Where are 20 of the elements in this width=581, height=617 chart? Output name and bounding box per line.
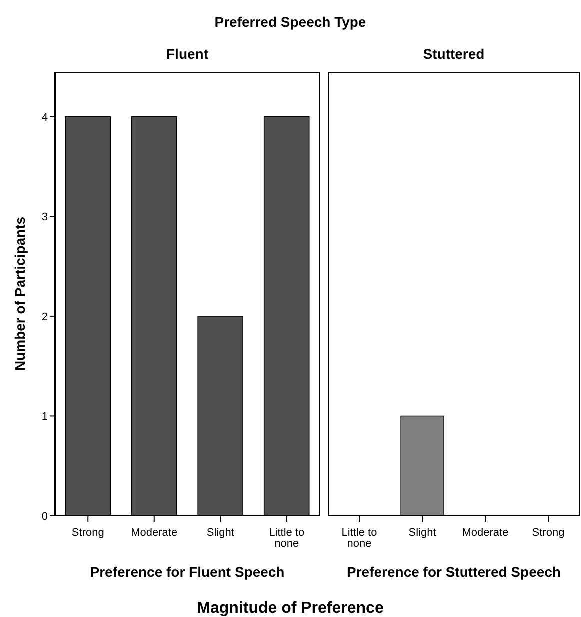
chart-title: Stuttered (422, 46, 486, 62)
text: Preferred Speech Type (214, 14, 368, 30)
x-tick-label: Slight (408, 527, 436, 539)
x-tick-label: Moderate (462, 527, 509, 539)
x-axis-title: Preference for Fluent Speech (89, 564, 286, 580)
x-tick-label: Moderate (131, 527, 178, 539)
x-tick-label: Little to none (342, 527, 378, 550)
x-axis-title: Preference for Stuttered Speech (346, 564, 562, 580)
x-tick-label: Little to none (269, 527, 305, 550)
y-tick-label: 0 (42, 510, 48, 523)
y-tick-label: 2 (42, 311, 48, 324)
x-tick-label: Strong (532, 527, 565, 539)
text: Magnitude of Preference (196, 600, 385, 617)
y-tick-label: 3 (42, 212, 48, 224)
y-tick-label: 1 (42, 411, 48, 424)
chart-title: Fluent (166, 46, 210, 62)
y-axis-title: Number of Participants (12, 216, 28, 372)
x-tick-label: Slight (206, 527, 234, 539)
y-tick-label: 4 (42, 112, 48, 124)
x-tick-label: Strong (72, 527, 104, 539)
